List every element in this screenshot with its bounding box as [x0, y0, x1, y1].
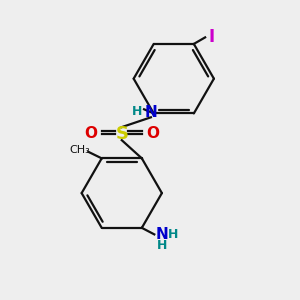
Text: H: H: [167, 228, 178, 241]
Text: N: N: [145, 105, 157, 120]
Text: N: N: [155, 227, 168, 242]
Text: H: H: [157, 239, 167, 252]
Text: I: I: [208, 28, 215, 46]
Text: H: H: [132, 105, 142, 118]
Text: S: S: [115, 125, 128, 143]
Text: CH₃: CH₃: [70, 145, 90, 155]
Text: O: O: [146, 126, 160, 141]
Text: O: O: [84, 126, 97, 141]
